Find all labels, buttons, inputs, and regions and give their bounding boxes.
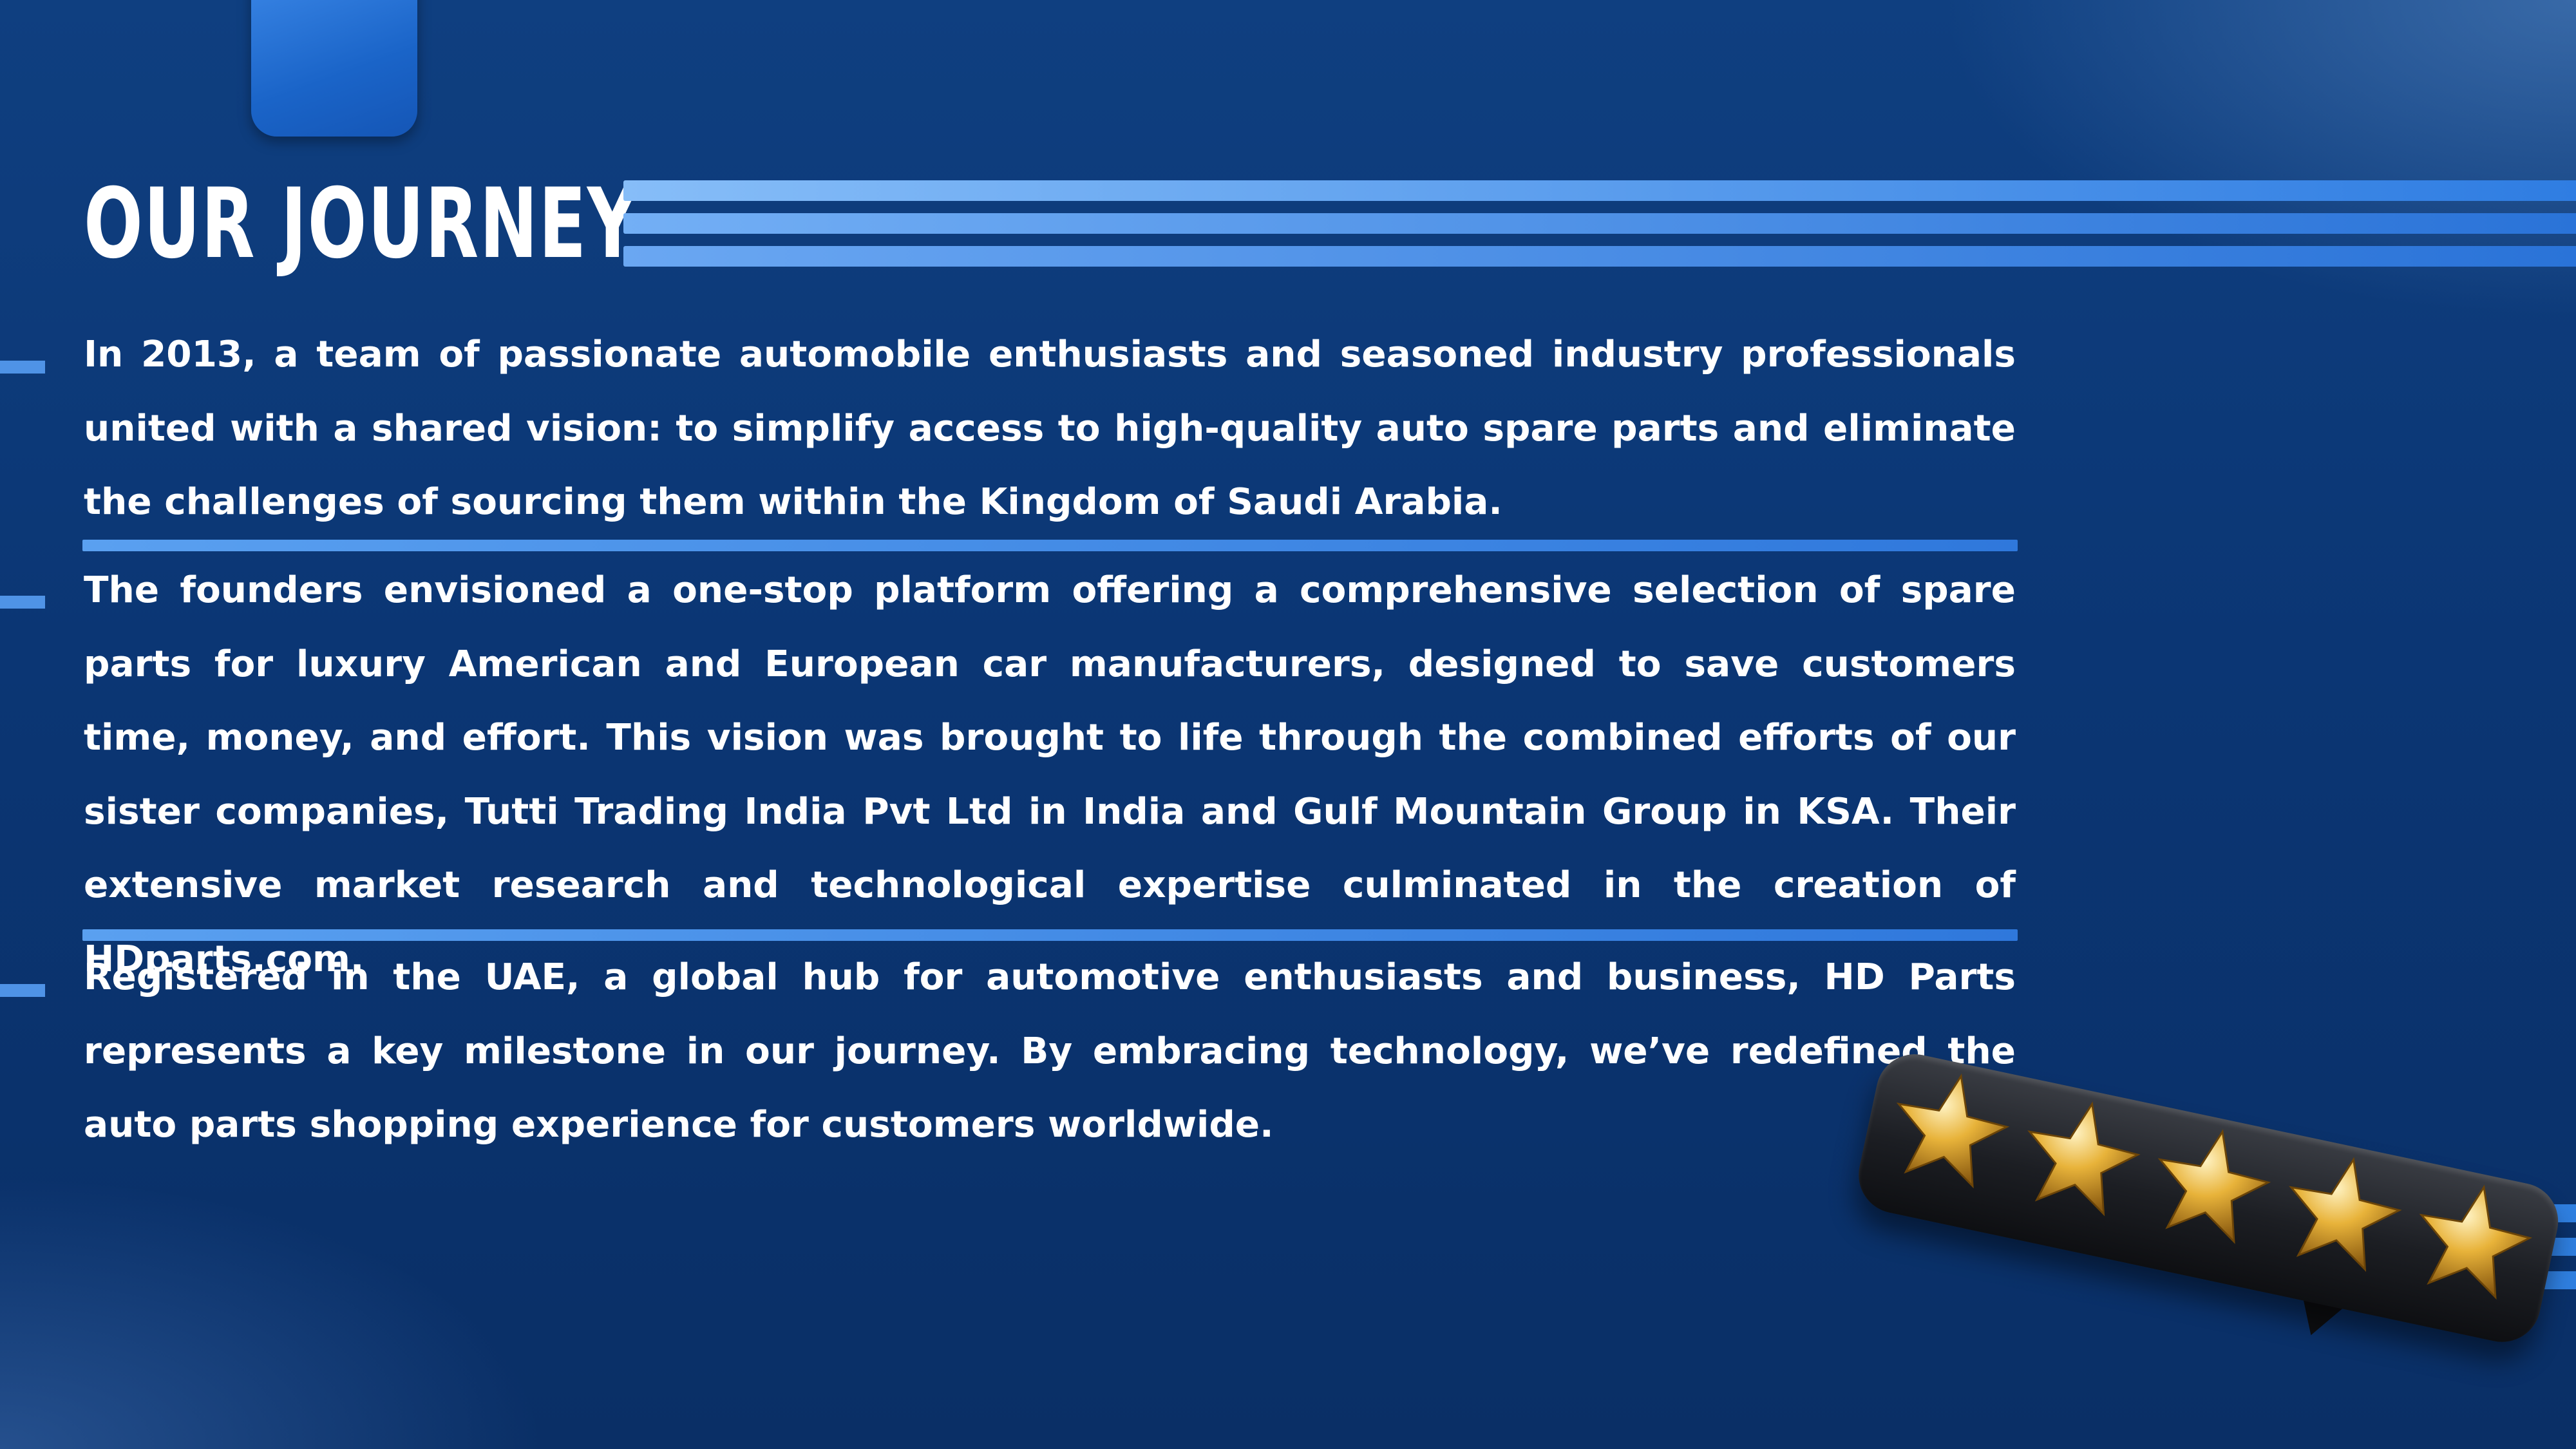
stripe-3 (623, 246, 2576, 267)
stripe-1 (623, 180, 2576, 201)
decorative-top-tab (251, 0, 417, 137)
star-icon (1896, 1073, 2010, 1189)
paragraph-1: In 2013, a team of passionate automobile… (84, 334, 2016, 523)
star-row (1871, 1057, 2545, 1339)
title-stripes (623, 180, 2576, 270)
paragraph-3: Registered in the UAE, a global hub for … (84, 956, 2016, 1146)
paragraph-marker-1 (0, 361, 45, 374)
five-star-rating-graphic (1846, 1046, 2566, 1374)
star-icon (2288, 1157, 2402, 1272)
paragraph-divider-2 (82, 929, 2018, 941)
star-icon (2419, 1184, 2533, 1300)
paragraph-2: The founders envisioned a one-stop platf… (84, 569, 2016, 980)
stripe-2 (623, 213, 2576, 234)
star-icon (2027, 1101, 2141, 1217)
paragraph-marker-3 (0, 984, 45, 997)
page-title: OUR JOURNEY (84, 168, 639, 280)
paragraph-divider-1 (82, 540, 2018, 551)
star-icon (2157, 1129, 2271, 1244)
paragraph-marker-2 (0, 596, 45, 609)
